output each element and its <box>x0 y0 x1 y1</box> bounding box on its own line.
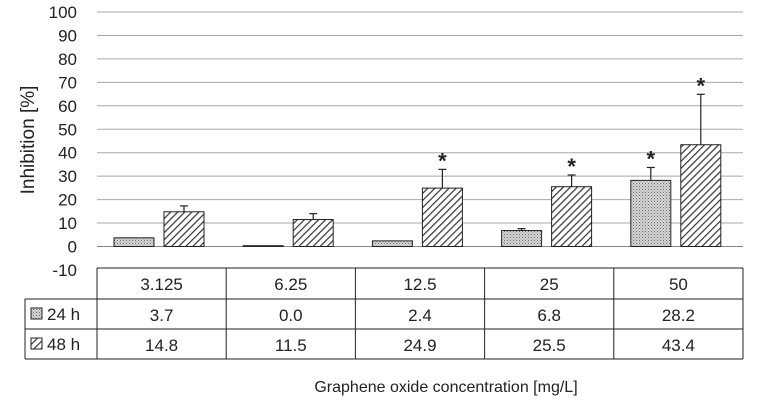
y-tick-label: 80 <box>58 50 77 69</box>
data-label: 25.5 <box>533 336 566 355</box>
legend-swatch-24h <box>30 307 43 320</box>
bar-24h-25 <box>501 230 543 248</box>
y-tick-label: -10 <box>52 261 77 280</box>
significance-marker: * <box>567 154 576 179</box>
data-label: 6.8 <box>537 306 561 325</box>
y-axis-label: Inhibition [%] <box>18 86 39 195</box>
data-label: 28.2 <box>662 306 695 325</box>
y-tick-label: 60 <box>58 97 77 116</box>
y-tick-label: 50 <box>58 120 77 139</box>
data-label: 0.0 <box>279 306 303 325</box>
x-tick-label: 6.25 <box>274 275 307 294</box>
significance-marker: * <box>438 148 447 173</box>
significance-marker: * <box>697 73 706 98</box>
x-tick-label: 50 <box>669 275 688 294</box>
bar-48h-3.125 <box>163 211 205 248</box>
data-label: 43.4 <box>662 336 695 355</box>
bar-24h-3.125 <box>113 237 155 248</box>
y-tick-label: 10 <box>58 214 77 233</box>
bar-24h-6.25 <box>242 245 284 247</box>
x-tick-label: 3.125 <box>140 275 183 294</box>
y-tick-label: 30 <box>58 167 77 186</box>
legend-label: 48 h <box>47 335 80 354</box>
y-axis-ticks: -10 0 10 20 30 40 50 60 70 80 90 100 <box>49 3 77 280</box>
bars: * * * * <box>113 73 722 248</box>
data-label: 24.9 <box>403 336 436 355</box>
gridlines <box>97 11 743 247</box>
bar-48h-12.5 <box>421 187 463 247</box>
y-tick-label: 100 <box>49 3 77 22</box>
bar-48h-25 <box>551 186 593 247</box>
y-tick-label: 90 <box>58 26 77 45</box>
y-tick-label: 70 <box>58 73 77 92</box>
y-tick-label: 0 <box>68 238 77 257</box>
x-tick-label: 12.5 <box>403 275 436 294</box>
data-label: 3.7 <box>150 306 174 325</box>
y-tick-label: 20 <box>58 191 77 210</box>
significance-marker: * <box>647 146 656 171</box>
bar-24h-12.5 <box>371 240 413 247</box>
bar-48h-50 <box>680 144 722 248</box>
y-tick-label: 40 <box>58 144 77 163</box>
data-table: 3.125 6.25 12.5 25 50 24 h 3.7 0.0 2.4 6.8 28.2 48 … <box>24 267 744 360</box>
data-label: 11.5 <box>275 336 307 355</box>
data-label: 2.4 <box>408 306 432 325</box>
bar-48h-6.25 <box>292 219 334 248</box>
x-axis-label: Graphene oxide concentration [mg/L] <box>314 379 577 396</box>
legend-label: 24 h <box>47 305 80 324</box>
x-tick-label: 25 <box>540 275 559 294</box>
data-label: 14.8 <box>145 336 178 355</box>
bar-24h-50 <box>630 179 672 247</box>
legend-swatch-48h <box>30 337 43 350</box>
